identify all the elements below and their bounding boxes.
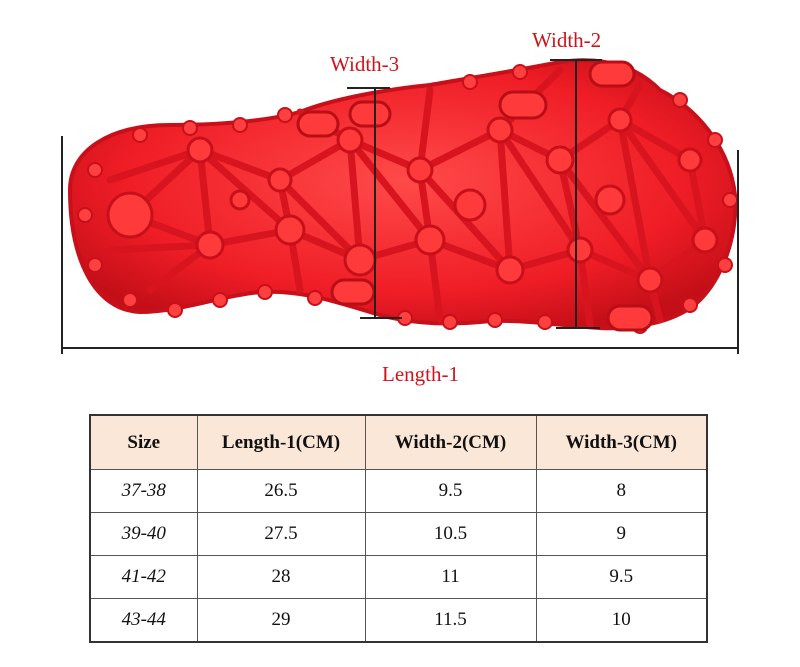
cell-width-3: 10: [535, 598, 708, 643]
sole-nodes: [106, 107, 719, 294]
cell-width-2: 11.5: [364, 598, 537, 643]
cell-length-1: 28: [196, 555, 366, 599]
measurement-lines: [61, 59, 739, 354]
table-row: 37-38 26.5 9.5 8: [89, 469, 708, 513]
length-1-label: Length-1: [382, 362, 459, 386]
sole-illustration: [61, 58, 739, 354]
cell-size: 41-42: [89, 555, 198, 599]
cell-size: 43-44: [89, 598, 198, 643]
sole-lattice: [106, 66, 709, 329]
sole-studs: [77, 64, 738, 334]
width-2-label: Width-2: [532, 28, 602, 52]
table-header: Size Length-1(CM) Width-2(CM) Width-3(CM…: [89, 414, 708, 470]
table-row: 43-44 29 11.5 10: [89, 598, 708, 643]
cell-width-3: 9.5: [535, 555, 708, 599]
cell-width-2: 11: [364, 555, 537, 599]
cell-length-1: 27.5: [196, 512, 366, 556]
header-size: Size: [89, 414, 198, 470]
cell-width-3: 8: [535, 469, 708, 513]
cell-width-2: 10.5: [364, 512, 537, 556]
header-width-3: Width-3(CM): [535, 414, 708, 470]
table-body: 37-38 26.5 9.5 8 39-40 27.5 10.5 9 41-42…: [89, 469, 708, 643]
table-row: 39-40 27.5 10.5 9: [89, 512, 708, 556]
header-row: Size Length-1(CM) Width-2(CM) Width-3(CM…: [89, 414, 708, 470]
header-width-2: Width-2(CM): [364, 414, 537, 470]
cell-length-1: 29: [196, 598, 366, 643]
cell-length-1: 26.5: [196, 469, 366, 513]
sole-pads: [296, 60, 654, 332]
cell-width-2: 9.5: [364, 469, 537, 513]
header-length-1: Length-1(CM): [196, 414, 366, 470]
size-chart-table: Size Length-1(CM) Width-2(CM) Width-3(CM…: [89, 414, 708, 643]
table-row: 41-42 28 11 9.5: [89, 555, 708, 599]
cell-size: 39-40: [89, 512, 198, 556]
width-3-label: Width-3: [330, 52, 400, 76]
cell-width-3: 9: [535, 512, 708, 556]
sole-diagram: Width-3 Width-2 Length-1: [61, 28, 739, 386]
cell-size: 37-38: [89, 469, 198, 513]
